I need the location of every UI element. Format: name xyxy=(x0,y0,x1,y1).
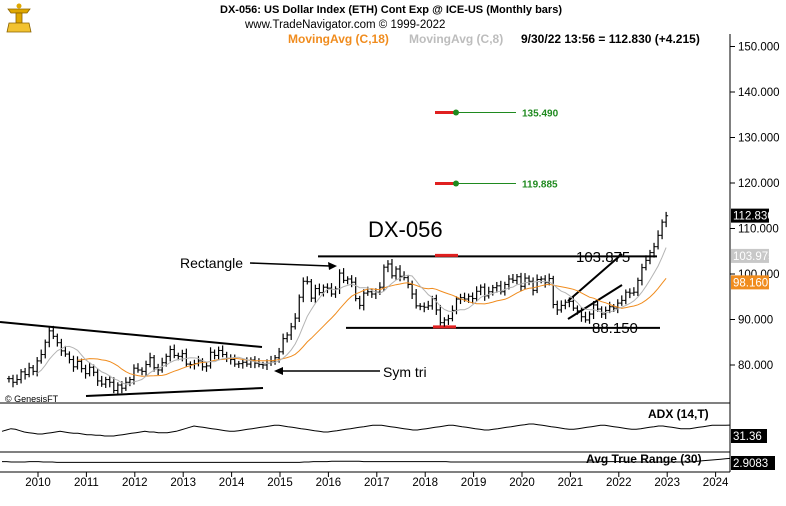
x-tick-label: 2021 xyxy=(558,477,584,489)
price-label-ma18: 98.160 xyxy=(733,277,768,289)
watermark: © GenesisFT xyxy=(5,394,59,404)
legend-ma8: MovingAvg (C,8) xyxy=(409,32,503,46)
adx-line xyxy=(1,423,731,437)
atr-line xyxy=(2,457,731,463)
x-tick-label: 2014 xyxy=(219,477,245,489)
x-tick-label: 2023 xyxy=(654,477,680,489)
x-tick-label: 2013 xyxy=(170,477,196,489)
x-tick-label: 2015 xyxy=(267,477,293,489)
chart-title: DX-056 xyxy=(368,217,443,242)
y-tick-label: 150.000 xyxy=(738,42,780,54)
atr-title: Avg True Range (30) xyxy=(586,452,702,466)
trendlines xyxy=(0,253,660,397)
y-axis: 80.00090.000100.000110.000120.000130.000… xyxy=(730,42,780,372)
rectangle-label: Rectangle xyxy=(180,255,243,271)
x-tick-label: 2016 xyxy=(316,477,342,489)
target-value-label: 119.885 xyxy=(522,180,558,191)
support-value-label: 88.150 xyxy=(592,320,638,337)
atr-value: 2.9083 xyxy=(733,458,768,470)
adx-value-box xyxy=(731,429,767,443)
symtri-arrow-head xyxy=(274,367,283,375)
y-tick-label: 110.000 xyxy=(738,224,779,236)
price-label-box-last xyxy=(731,208,769,223)
x-axis: 2010 2011 2012 2013 2014 2015 2016 2017 2018 2019… xyxy=(25,472,729,489)
price-label-box-ma8 xyxy=(731,248,769,263)
header-copyright: www.TradeNavigator.com © 1999-2022 xyxy=(244,19,445,31)
logo-icon xyxy=(6,3,32,33)
wedge-upper-line xyxy=(567,253,623,302)
y-tick-label: 140.000 xyxy=(738,87,780,99)
price-bars xyxy=(6,211,669,395)
annotations: DX-056 Rectangle Sym tri 103.875 88.150 xyxy=(180,217,638,380)
adx-value: 31.36 xyxy=(733,431,762,443)
price-targets: 135.490 119.885 xyxy=(435,109,559,191)
triangle-upper-line xyxy=(0,321,263,348)
x-tick-label: 2017 xyxy=(364,477,390,489)
target-dot xyxy=(453,180,459,187)
rectangle-arrow-head xyxy=(328,262,337,270)
target-value-label: 135.490 xyxy=(522,109,559,120)
price-label-ma8: 103.975 xyxy=(733,251,775,263)
price-label-last: 112.830 xyxy=(733,211,774,223)
price-labels: 112.830 103.975 98.160 xyxy=(731,208,775,290)
symtri-label: Sym tri xyxy=(383,364,427,380)
x-tick-label: 2020 xyxy=(509,477,535,489)
x-tick-label: 2022 xyxy=(606,477,632,489)
rectangle-arrow-shaft xyxy=(249,262,331,267)
x-tick-label: 2012 xyxy=(122,477,148,489)
x-tick-label: 2024 xyxy=(703,477,729,489)
legend-ma18: MovingAvg (C,18) xyxy=(288,32,389,46)
y-tick-label: 80.000 xyxy=(738,360,773,372)
y-tick-label: 130.000 xyxy=(738,133,780,145)
adx-title: ADX (14,T) xyxy=(648,407,709,421)
y-tick-label: 120.000 xyxy=(738,178,780,190)
header-title: DX-056: US Dollar Index (ETH) Cont Exp @… xyxy=(220,4,562,16)
target-dot xyxy=(453,109,459,116)
atr-value-box xyxy=(731,456,775,470)
price-label-box-ma18 xyxy=(731,275,769,290)
x-tick-label: 2018 xyxy=(412,477,438,489)
ma8-line xyxy=(36,247,667,385)
resistance-value-label: 103.875 xyxy=(576,249,630,266)
x-tick-label: 2019 xyxy=(461,477,487,489)
triangle-lower-line xyxy=(85,387,264,397)
last-quote: 9/30/22 13:56 = 112.830 (+4.215) xyxy=(521,32,700,46)
ma18-line xyxy=(77,277,667,377)
x-tick-label: 2011 xyxy=(74,477,99,489)
x-tick-label: 2010 xyxy=(25,477,51,489)
y-tick-label: 90.000 xyxy=(738,315,773,327)
